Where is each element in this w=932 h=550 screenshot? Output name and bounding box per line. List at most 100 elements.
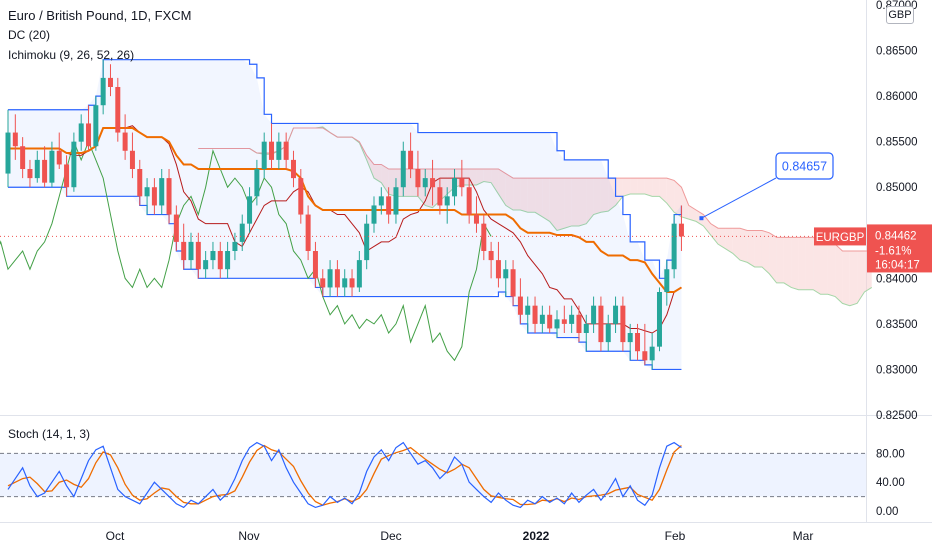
candle-body (664, 269, 670, 292)
cloud-segment (578, 178, 587, 226)
cloud-segment (513, 178, 521, 210)
candle-body (503, 269, 509, 279)
candle-body (12, 132, 18, 147)
stoch-k-line (7, 441, 682, 509)
cloud-segment (542, 178, 550, 222)
candle-body (122, 132, 128, 151)
price-tick-label: 0.84000 (876, 273, 918, 285)
legend-symbol-title[interactable]: Euro / British Pound, 1D, FXCM (8, 8, 192, 23)
candle-body (327, 269, 333, 288)
cloud-segment (681, 187, 689, 220)
candle-body (261, 141, 267, 169)
price-tick-label: 0.83000 (876, 364, 918, 376)
candle-body (561, 319, 567, 324)
candle-body (642, 351, 648, 361)
cloud-segment (476, 169, 484, 185)
candle-body (210, 251, 216, 261)
candle-body (181, 241, 187, 261)
cloud-segment (857, 251, 865, 304)
stoch-tick-label: 40.00 (876, 477, 905, 489)
candle-body (408, 150, 414, 169)
cloud-segment (652, 178, 660, 197)
cloud-segment (835, 244, 843, 304)
cloud-segment (608, 178, 616, 212)
cloud-segment (754, 230, 762, 267)
price-axis[interactable]: 0.870000.865000.860000.855000.850000.845… (814, 0, 932, 518)
price-overlay: 0.84657 (0, 152, 866, 237)
candle-body (86, 123, 92, 147)
candle-body (225, 251, 231, 270)
callout-anchor (699, 216, 704, 221)
candle-body (137, 169, 143, 197)
cloud-segment (798, 237, 806, 290)
candle-body (598, 305, 604, 343)
price-tick-label: 0.83500 (876, 319, 918, 331)
candle-body (415, 169, 421, 188)
candle-body (334, 269, 340, 288)
candle-body (393, 187, 399, 215)
cloud-segment (622, 178, 631, 197)
candle-body (232, 241, 238, 251)
cloud-segment (557, 178, 565, 231)
candle-body (473, 214, 479, 224)
cloud-segment (710, 223, 719, 245)
candle-body (371, 205, 377, 224)
candle-body (525, 305, 531, 315)
candle-body (605, 323, 611, 343)
cloud-segment (491, 169, 499, 195)
cloud-segment (571, 178, 579, 226)
legend-dc[interactable]: DC (20) (8, 28, 51, 42)
ichimoku-cloud (198, 126, 873, 307)
candle-body (488, 251, 494, 261)
candle-body (71, 141, 77, 188)
candle-body (247, 196, 253, 224)
candle-body (554, 319, 560, 329)
symbol-badge (814, 227, 866, 246)
price-badge-price: 0.84462 (875, 230, 917, 242)
price-badge-change: -1.61% (875, 245, 911, 257)
candles (5, 59, 684, 370)
time-tick-label: Oct (106, 529, 125, 543)
candle-body (254, 169, 260, 197)
candle-body (151, 187, 157, 206)
cloud-segment (769, 232, 777, 283)
candle-body (144, 187, 150, 197)
cloud-segment (725, 228, 733, 254)
legend-stoch[interactable]: Stoch (14, 1, 3) (8, 427, 91, 441)
cloud-segment (805, 237, 814, 290)
symbol-badge-label: EURGBP (816, 232, 865, 244)
candle-body (576, 314, 582, 333)
cloud-segment (630, 178, 638, 195)
time-tick-label: Nov (238, 529, 259, 543)
candle-body (342, 278, 348, 288)
candle-body (93, 105, 99, 147)
cloud-segment (740, 228, 748, 263)
cloud-segment (813, 237, 821, 295)
currency-unit-badge[interactable]: GBP (886, 6, 914, 24)
candle-body (583, 323, 589, 333)
candle-body (671, 223, 677, 270)
cloud-segment (820, 241, 828, 295)
price-tick-label: 0.85500 (876, 137, 918, 149)
candle-body (159, 178, 165, 206)
candle-body (239, 223, 245, 242)
senkou-span-b (198, 127, 872, 252)
candle-body (613, 305, 619, 324)
time-axis[interactable]: Oct Nov Dec 2022 Feb Mar (106, 529, 814, 543)
stoch-tick-label: 0.00 (876, 506, 898, 518)
cloud-segment (849, 251, 858, 306)
candle-body (649, 346, 655, 361)
candle-body (5, 132, 11, 174)
candle-body (444, 196, 450, 206)
candle-body (298, 178, 304, 215)
candle-body (517, 296, 523, 315)
candle-body (386, 196, 392, 215)
candle-body (173, 214, 179, 242)
candle-body (290, 159, 296, 179)
candle-body (430, 178, 436, 188)
legend-ichimoku[interactable]: Ichimoku (9, 26, 52, 26) (8, 48, 135, 62)
cloud-segment (761, 230, 770, 274)
cloud-segment (527, 178, 536, 213)
candle-body (356, 260, 362, 288)
cloud-segment (747, 230, 755, 267)
